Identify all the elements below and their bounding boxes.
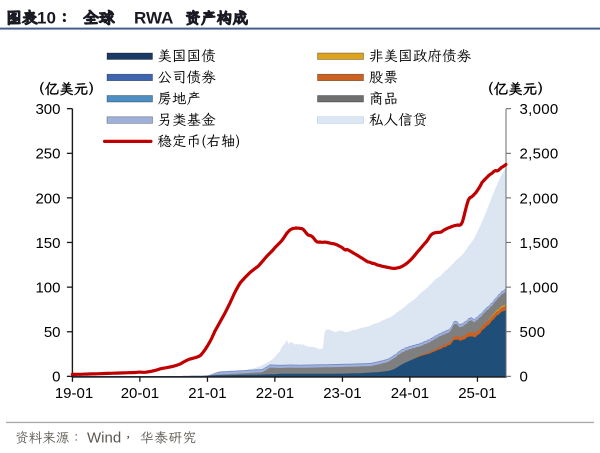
svg-text:200: 200 (35, 190, 60, 207)
svg-text:2,500: 2,500 (520, 146, 559, 163)
svg-text:19-01: 19-01 (55, 385, 93, 402)
svg-text:300: 300 (35, 101, 60, 118)
svg-text:Wind: Wind (87, 429, 121, 446)
svg-text:50: 50 (44, 324, 61, 341)
svg-text:RWA: RWA (134, 8, 173, 27)
svg-text:0: 0 (520, 369, 529, 386)
svg-text:250: 250 (35, 146, 60, 163)
svg-text:1,000: 1,000 (520, 280, 559, 297)
svg-text:21-01: 21-01 (188, 385, 226, 402)
svg-text:20-01: 20-01 (121, 385, 159, 402)
svg-text:0: 0 (52, 369, 60, 386)
svg-text:10: 10 (37, 8, 56, 27)
svg-text:500: 500 (520, 324, 546, 341)
svg-text:24-01: 24-01 (391, 385, 429, 402)
svg-text:100: 100 (35, 280, 60, 297)
svg-text:3,000: 3,000 (520, 101, 559, 118)
svg-text:22-01: 22-01 (256, 385, 294, 402)
svg-text:25-01: 25-01 (458, 385, 496, 402)
svg-text:23-01: 23-01 (323, 385, 361, 402)
svg-text:2,000: 2,000 (520, 190, 559, 207)
svg-text:1,500: 1,500 (520, 235, 559, 252)
svg-text:150: 150 (35, 235, 60, 252)
